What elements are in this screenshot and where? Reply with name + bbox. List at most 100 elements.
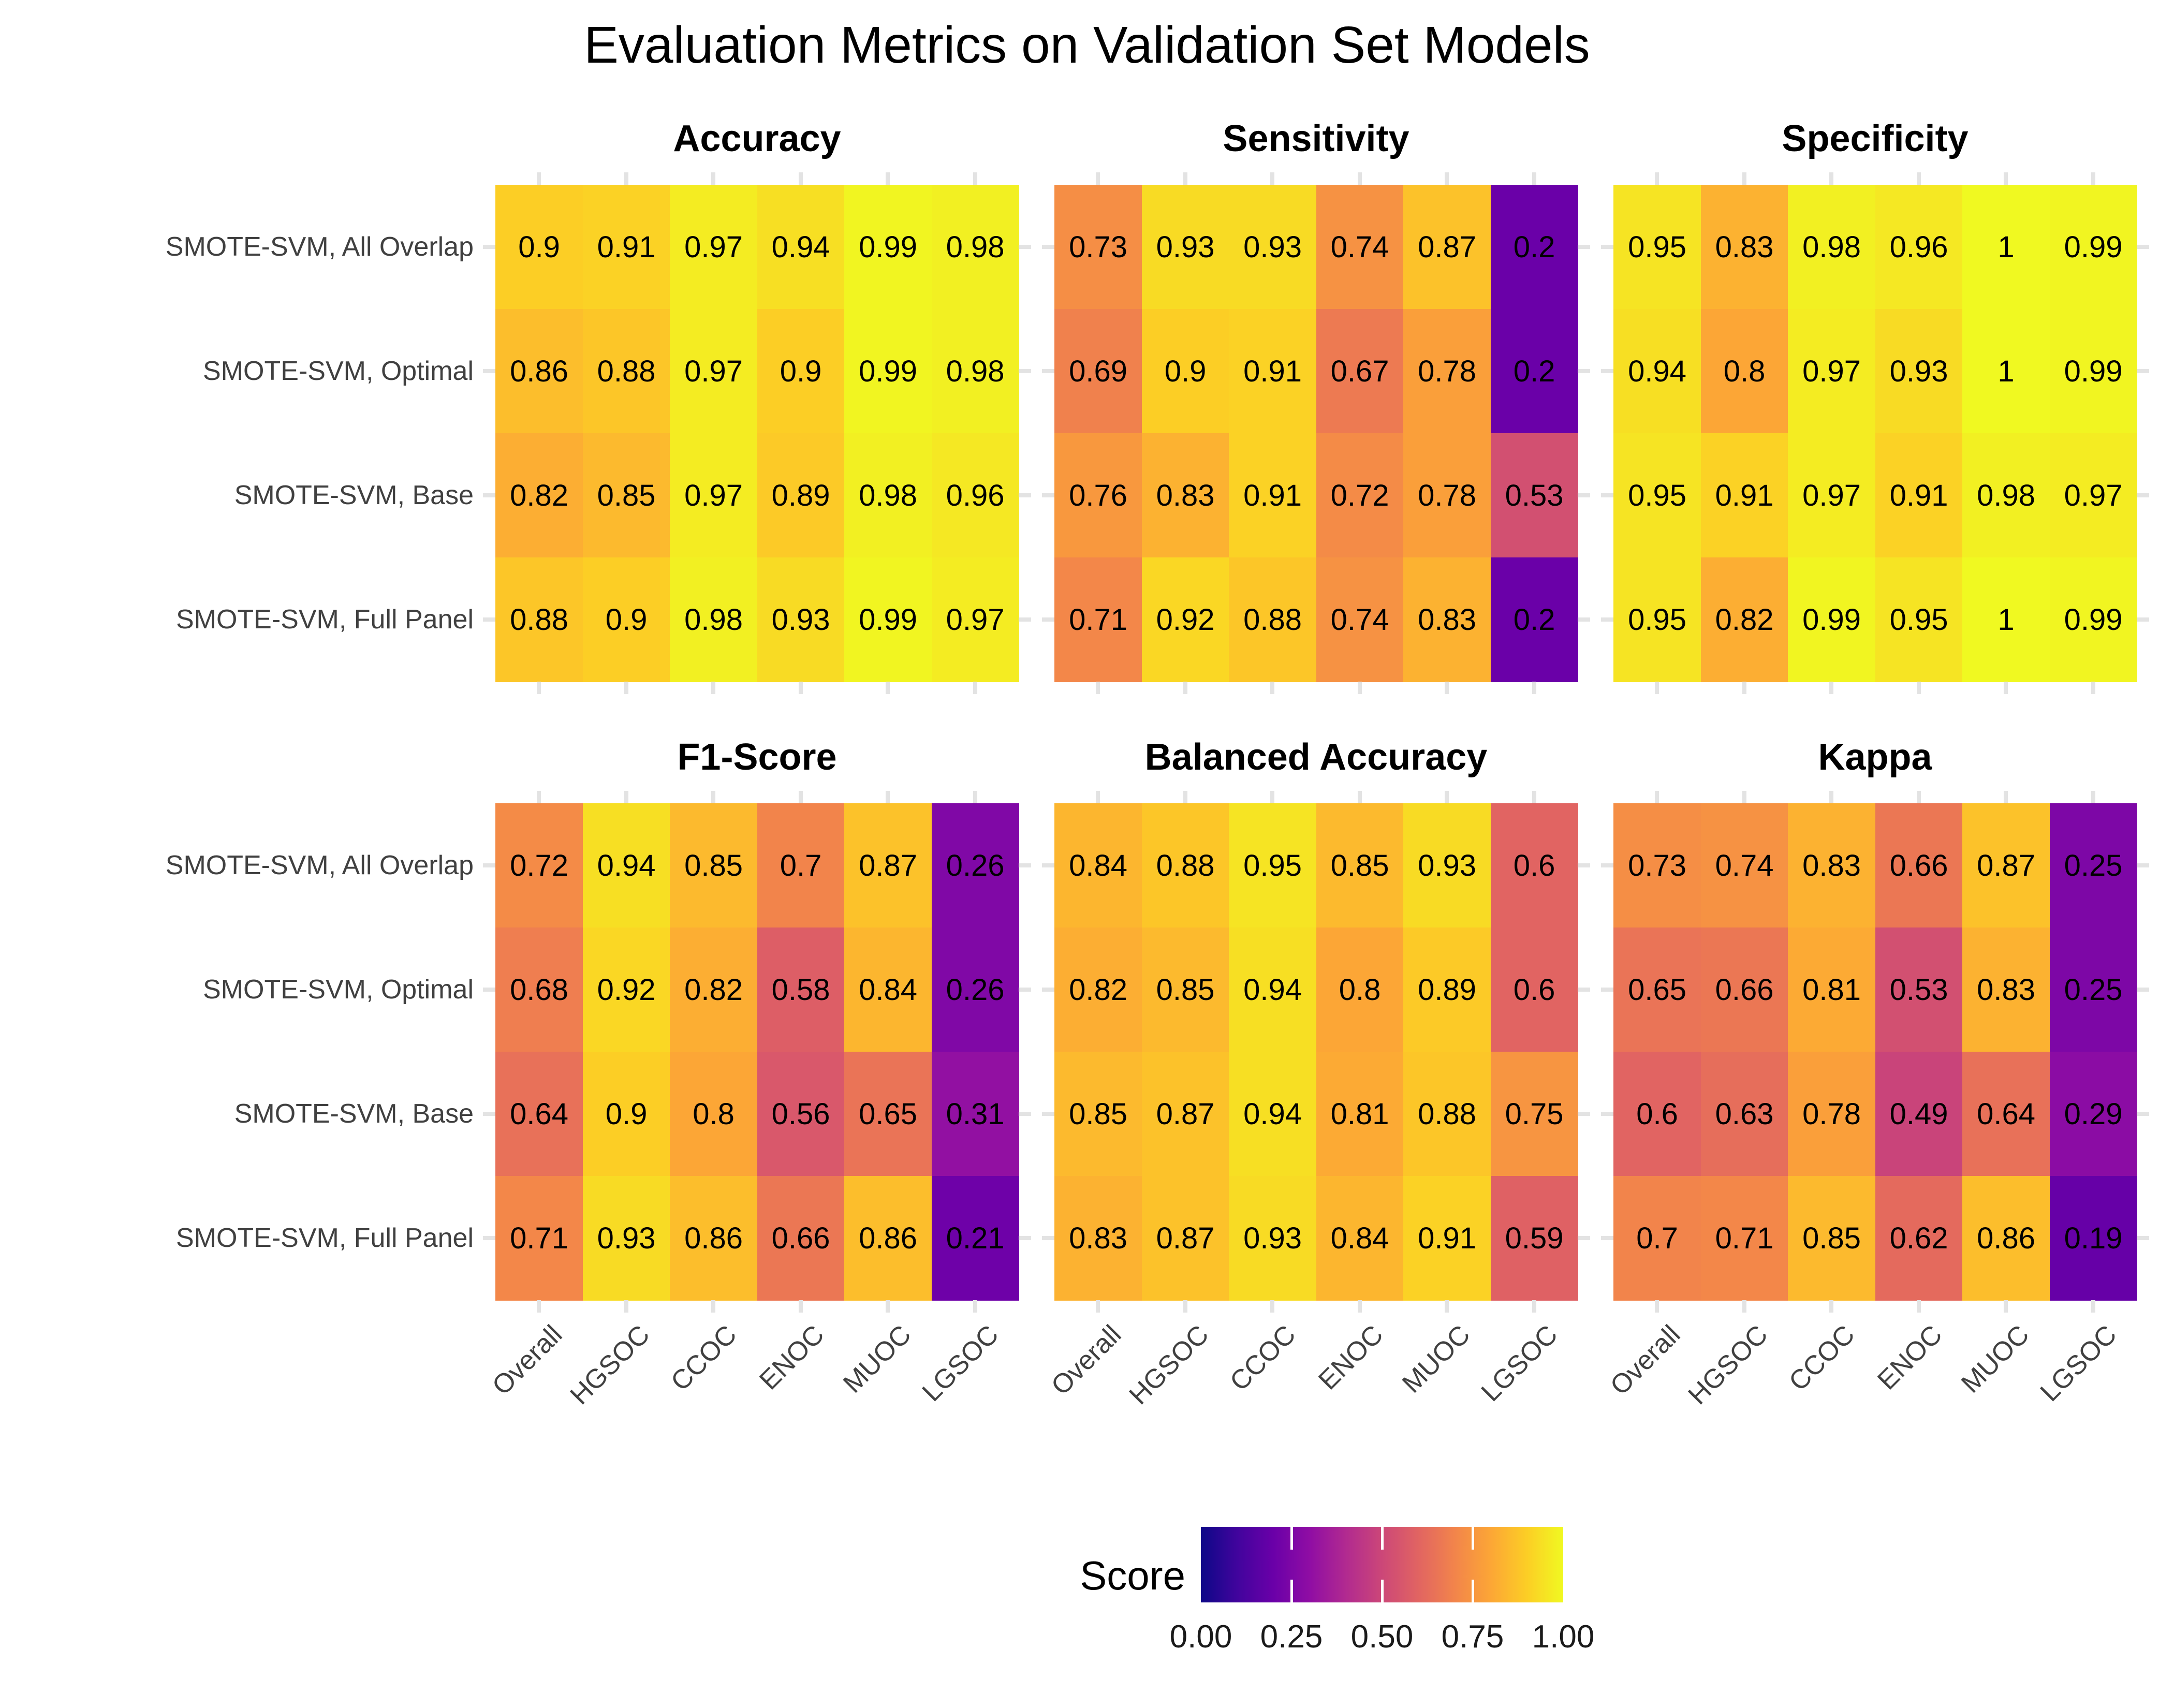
heatmap-cell: 0.85 bbox=[1788, 1176, 1876, 1301]
axis-tick bbox=[798, 791, 803, 803]
axis-tick bbox=[1532, 682, 1536, 694]
heatmap-cell: 0.8 bbox=[1700, 309, 1788, 434]
heatmap-cell: 0.78 bbox=[1403, 433, 1491, 558]
axis-tick bbox=[1532, 791, 1536, 803]
heatmap-cell: 0.26 bbox=[931, 927, 1019, 1052]
heatmap-cell: 0.9 bbox=[582, 1052, 670, 1176]
axis-tick bbox=[1042, 1112, 1054, 1116]
heatmap-cell: 0.2 bbox=[1490, 309, 1578, 434]
axis-tick bbox=[1270, 682, 1275, 694]
x-label-hgsoc: HGSOC bbox=[1682, 1319, 1774, 1411]
axis-tick bbox=[973, 682, 977, 694]
axis-tick bbox=[1042, 863, 1054, 867]
heatmap-cell: 0.94 bbox=[757, 185, 845, 310]
x-label-enoc: ENOC bbox=[1313, 1319, 1389, 1396]
colorbar-tick bbox=[1471, 1580, 1474, 1602]
heatmap-cell: 0.97 bbox=[2049, 433, 2137, 558]
axis-tick bbox=[1742, 1300, 1746, 1313]
colorbar-tick-label: 0.75 bbox=[1441, 1619, 1504, 1655]
heatmap-cell: 0.98 bbox=[844, 433, 932, 558]
heatmap-cell: 0.84 bbox=[1054, 803, 1142, 928]
axis-tick bbox=[1601, 988, 1613, 992]
colorbar-tick bbox=[1380, 1580, 1384, 1602]
axis-tick bbox=[1096, 1300, 1100, 1313]
heatmap-cell: 0.88 bbox=[1141, 803, 1229, 928]
x-label-enoc: ENOC bbox=[1872, 1319, 1948, 1396]
axis-tick bbox=[624, 1300, 628, 1313]
heatmap-cell: 0.81 bbox=[1788, 927, 1876, 1052]
facet-title-accuracy: Accuracy bbox=[673, 118, 841, 159]
axis-tick bbox=[483, 617, 495, 622]
axis-tick bbox=[2137, 369, 2149, 373]
axis-tick bbox=[798, 172, 803, 185]
heatmap-cell: 0.88 bbox=[582, 309, 670, 434]
heatmap-cell: 0.87 bbox=[1403, 185, 1491, 310]
heatmap-cell: 0.71 bbox=[495, 1176, 583, 1301]
panel-balanced-accuracy: 0.84 0.88 0.95 0.85 0.93 0.6 0.82 0.85 0.94 0.8 0.… bbox=[1054, 803, 1578, 1301]
heatmap-cell: 1 bbox=[1962, 309, 2050, 434]
heatmap-cell: 0.98 bbox=[1788, 185, 1876, 310]
axis-tick bbox=[1578, 617, 1590, 622]
heatmap-cell: 0.9 bbox=[582, 557, 670, 682]
axis-tick bbox=[1532, 172, 1536, 185]
heatmap-cell: 0.83 bbox=[1962, 927, 2050, 1052]
heatmap-cell: 0.25 bbox=[2049, 927, 2137, 1052]
heatmap-cell: 0.97 bbox=[670, 185, 758, 310]
heatmap-cell: 1 bbox=[1962, 185, 2050, 310]
axis-tick bbox=[1019, 863, 1031, 867]
heatmap-cell: 0.94 bbox=[582, 803, 670, 928]
heatmap-cell: 0.91 bbox=[1229, 433, 1317, 558]
heatmap-cell: 0.63 bbox=[1700, 1052, 1788, 1176]
heatmap-cell: 0.76 bbox=[1054, 433, 1142, 558]
heatmap-cell: 0.81 bbox=[1316, 1052, 1404, 1176]
heatmap-cell: 0.99 bbox=[2049, 185, 2137, 310]
heatmap-cell: 0.95 bbox=[1875, 557, 1963, 682]
x-label-ccoc: CCOC bbox=[1783, 1319, 1861, 1397]
heatmap-cell: 0.99 bbox=[1788, 557, 1876, 682]
axis-tick bbox=[1042, 988, 1054, 992]
heatmap-cell: 0.69 bbox=[1054, 309, 1142, 434]
axis-tick bbox=[2091, 682, 2095, 694]
heatmap-cell: 0.85 bbox=[1141, 927, 1229, 1052]
heatmap-cell: 0.93 bbox=[1875, 309, 1963, 434]
heatmap-cell: 0.98 bbox=[670, 557, 758, 682]
row-label-smote-svm-full-panel: SMOTE-SVM, Full Panel bbox=[175, 1223, 474, 1253]
axis-tick bbox=[1829, 682, 1834, 694]
heatmap-cell: 0.83 bbox=[1403, 557, 1491, 682]
colorbar-tick bbox=[1290, 1527, 1293, 1550]
heatmap-cell: 0.87 bbox=[844, 803, 932, 928]
axis-tick bbox=[1357, 682, 1362, 694]
heatmap-cell: 0.82 bbox=[1700, 557, 1788, 682]
heatmap-cell: 0.96 bbox=[931, 433, 1019, 558]
heatmap-cell: 0.95 bbox=[1613, 185, 1701, 310]
x-label-enoc: ENOC bbox=[754, 1319, 830, 1396]
axis-tick bbox=[483, 863, 495, 867]
heatmap-cell: 0.91 bbox=[582, 185, 670, 310]
heatmap-cell: 0.6 bbox=[1490, 803, 1578, 928]
heatmap-cell: 0.89 bbox=[1403, 927, 1491, 1052]
axis-tick bbox=[1742, 172, 1746, 185]
row-label-smote-svm-full-panel: SMOTE-SVM, Full Panel bbox=[175, 605, 474, 635]
axis-tick bbox=[798, 682, 803, 694]
axis-tick bbox=[1829, 1300, 1834, 1313]
heatmap-cell: 0.66 bbox=[1875, 803, 1963, 928]
axis-tick bbox=[2091, 1300, 2095, 1313]
heatmap-cell: 0.85 bbox=[1316, 803, 1404, 928]
axis-tick bbox=[624, 682, 628, 694]
heatmap-cell: 0.85 bbox=[670, 803, 758, 928]
heatmap-cell: 0.66 bbox=[1700, 927, 1788, 1052]
axis-tick bbox=[1655, 682, 1659, 694]
heatmap-cell: 0.19 bbox=[2049, 1176, 2137, 1301]
axis-tick bbox=[2004, 791, 2008, 803]
heatmap-cell: 0.8 bbox=[1316, 927, 1404, 1052]
heatmap-cell: 0.31 bbox=[931, 1052, 1019, 1176]
axis-tick bbox=[2137, 1236, 2149, 1240]
heatmap-cell: 0.92 bbox=[1141, 557, 1229, 682]
heatmap-cell: 0.92 bbox=[582, 927, 670, 1052]
heatmap-cell: 0.6 bbox=[1613, 1052, 1701, 1176]
heatmap-cell: 0.2 bbox=[1490, 185, 1578, 310]
axis-tick bbox=[1445, 1300, 1449, 1313]
panel-accuracy: 0.9 0.91 0.97 0.94 0.99 0.98 0.86 0.88 0.97 0.9 0.… bbox=[495, 185, 1019, 682]
heatmap-cell: 0.65 bbox=[1613, 927, 1701, 1052]
heatmap-cell: 0.6 bbox=[1490, 927, 1578, 1052]
